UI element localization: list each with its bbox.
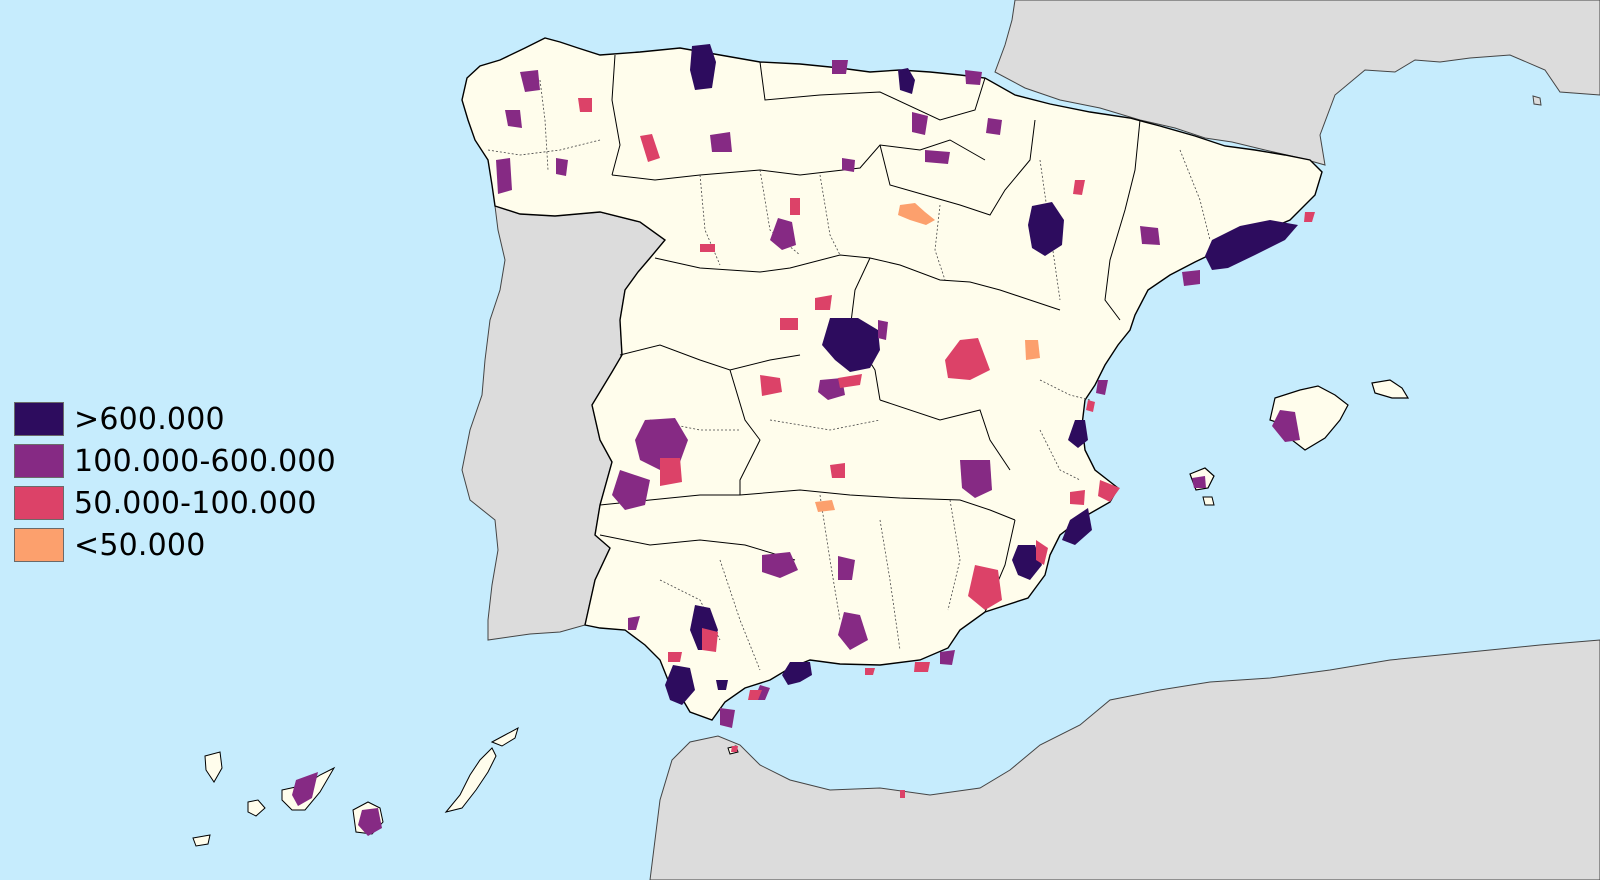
land-el-hierro [192,834,211,847]
legend: >600.000 100.000-600.000 50.000-100.000 … [14,398,336,566]
land-la-gomera [247,799,266,817]
land-north-africa [649,639,1600,880]
region-borders [599,54,1141,613]
land-lanzarote [490,726,519,747]
land-corsica [1532,95,1542,106]
legend-label: 50.000-100.000 [74,485,317,521]
areas-under-50k [815,203,1040,512]
legend-swatch [14,402,64,436]
areas-100k-600k [292,60,1300,836]
areas-50k-100k [578,98,1315,752]
legend-item-100k-600k: 100.000-600.000 [14,440,336,482]
legend-item-50k-100k: 50.000-100.000 [14,482,336,524]
land-menorca [1371,379,1410,399]
land-melilla [900,790,905,798]
legend-label: >600.000 [74,401,225,437]
legend-label: 100.000-600.000 [74,443,336,479]
legend-item-over-600k: >600.000 [14,398,336,440]
land-france [994,0,1600,166]
province-borders [487,79,1211,671]
legend-swatch [14,486,64,520]
legend-item-under-50k: <50.000 [14,524,336,566]
legend-swatch [14,528,64,562]
areas-over-600k [665,44,1298,705]
land-fuerteventura [444,747,497,813]
land-la-palma [204,751,223,783]
legend-swatch [14,444,64,478]
land-formentera [1202,496,1215,506]
legend-label: <50.000 [74,527,206,563]
